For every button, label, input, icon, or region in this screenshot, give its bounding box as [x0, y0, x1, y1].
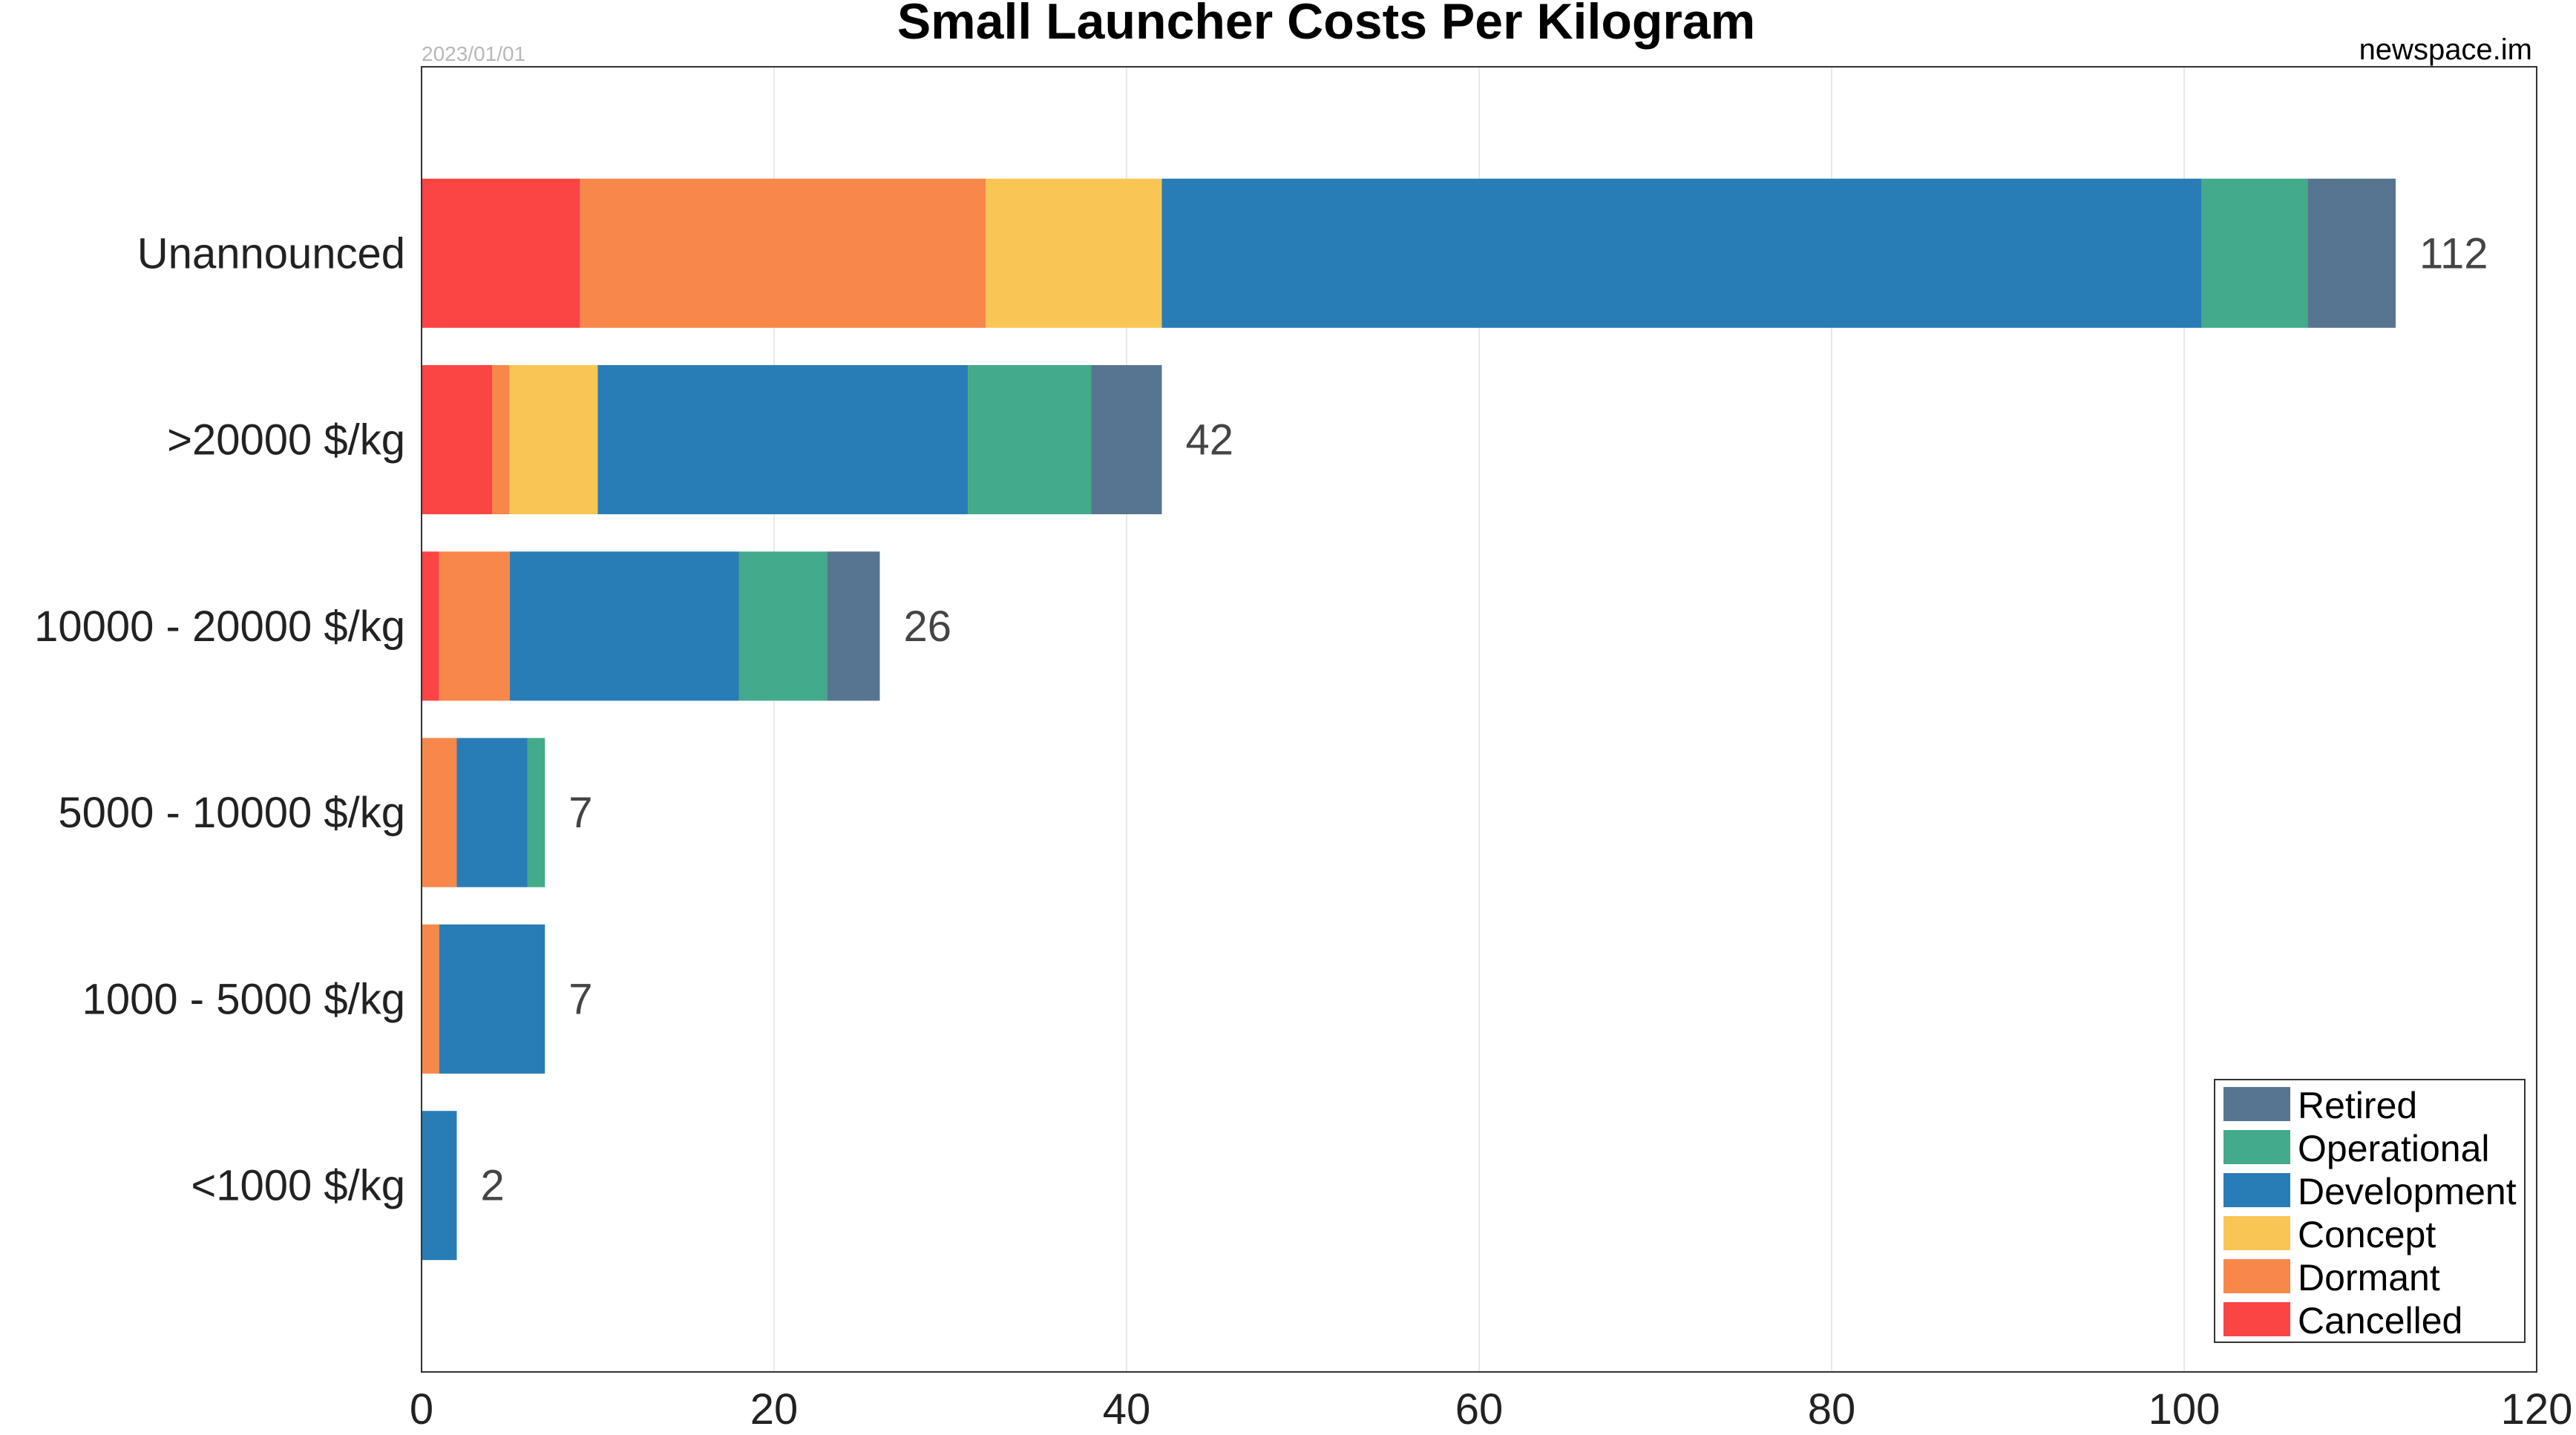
x-tick-label-80: 80: [1808, 1385, 1856, 1431]
x-tick-label-20: 20: [750, 1385, 799, 1431]
bar-cancelled-10000-20000-kg: [422, 551, 439, 701]
bar-development-1000-kg: [422, 1111, 457, 1261]
category-label-3: 5000 - 10000 $/kg: [58, 789, 405, 837]
chart-title: Small Launcher Costs Per Kilogram: [897, 0, 1755, 50]
x-tick-label-100: 100: [2149, 1385, 2221, 1431]
bar-dormant-5000-10000-kg: [422, 738, 457, 887]
plot-frame: [421, 66, 2537, 1373]
legend-swatch-cancelled: [2223, 1302, 2290, 1336]
bar-development-20000-kg: [597, 365, 969, 515]
x-tick-label-0: 0: [410, 1385, 433, 1431]
bar-retired-20000-kg: [1091, 365, 1162, 515]
total-label-4: 7: [568, 975, 592, 1023]
legend-label-operational: Operational: [2298, 1128, 2490, 1169]
category-label-1: >20000 $/kg: [167, 416, 405, 464]
legend-swatch-retired: [2223, 1087, 2290, 1121]
bar-dormant-10000-20000-kg: [439, 551, 510, 701]
category-label-4: 1000 - 5000 $/kg: [82, 975, 405, 1023]
labels: 0 20 40 60 80 100 120 Unannounced 112 >20000 $/kg…: [34, 229, 2573, 1434]
date-note: 2023/01/01: [422, 42, 525, 65]
bar-operational-5000-10000-kg: [527, 738, 545, 887]
bar-cancelled-20000-kg: [422, 365, 492, 515]
x-tick-label-120: 120: [2501, 1385, 2573, 1431]
bar-development-1000-5000-kg: [439, 924, 545, 1074]
legend-label-development: Development: [2298, 1171, 2517, 1212]
source-note: newspace.im: [2359, 33, 2532, 66]
legend-swatch-concept: [2223, 1216, 2290, 1250]
total-label-1: 42: [1186, 416, 1234, 464]
legend-box: [2214, 1079, 2526, 1343]
legend: RetiredOperationalDevelopmentConceptDorm…: [2214, 1079, 2526, 1343]
legend-label-retired: Retired: [2298, 1085, 2417, 1126]
bar-dormant-unannounced: [580, 178, 986, 328]
bar-dormant-20000-kg: [492, 365, 510, 515]
total-label-0: 112: [2419, 229, 2488, 278]
category-label-5: <1000 $/kg: [191, 1162, 405, 1210]
x-tick-label-60: 60: [1455, 1385, 1504, 1431]
category-label-0: Unannounced: [137, 229, 405, 278]
bar-development-5000-10000-kg: [456, 738, 528, 887]
total-label-2: 26: [904, 602, 952, 651]
legend-label-dormant: Dormant: [2298, 1257, 2440, 1298]
bar-development-10000-20000-kg: [509, 551, 739, 701]
total-label-5: 2: [481, 1162, 505, 1210]
bar-operational-20000-kg: [968, 365, 1092, 515]
bar-retired-unannounced: [2307, 178, 2396, 328]
legend-swatch-operational: [2223, 1130, 2290, 1164]
category-label-2: 10000 - 20000 $/kg: [34, 602, 405, 651]
bar-dormant-1000-5000-kg: [422, 924, 439, 1074]
x-tick-label-40: 40: [1103, 1385, 1151, 1431]
total-label-3: 7: [568, 789, 592, 837]
legend-swatch-dormant: [2223, 1259, 2290, 1293]
bar-concept-20000-kg: [509, 365, 598, 515]
bar-retired-10000-20000-kg: [827, 551, 880, 701]
legend-swatch-development: [2223, 1173, 2290, 1207]
bars: [422, 178, 2396, 1261]
legend-label-concept: Concept: [2298, 1214, 2436, 1255]
bar-operational-10000-20000-kg: [738, 551, 827, 701]
bar-operational-unannounced: [2201, 178, 2308, 328]
bar-development-unannounced: [1161, 178, 2202, 328]
bar-concept-unannounced: [986, 178, 1162, 328]
legend-label-cancelled: Cancelled: [2298, 1300, 2462, 1342]
bar-cancelled-unannounced: [422, 178, 580, 328]
